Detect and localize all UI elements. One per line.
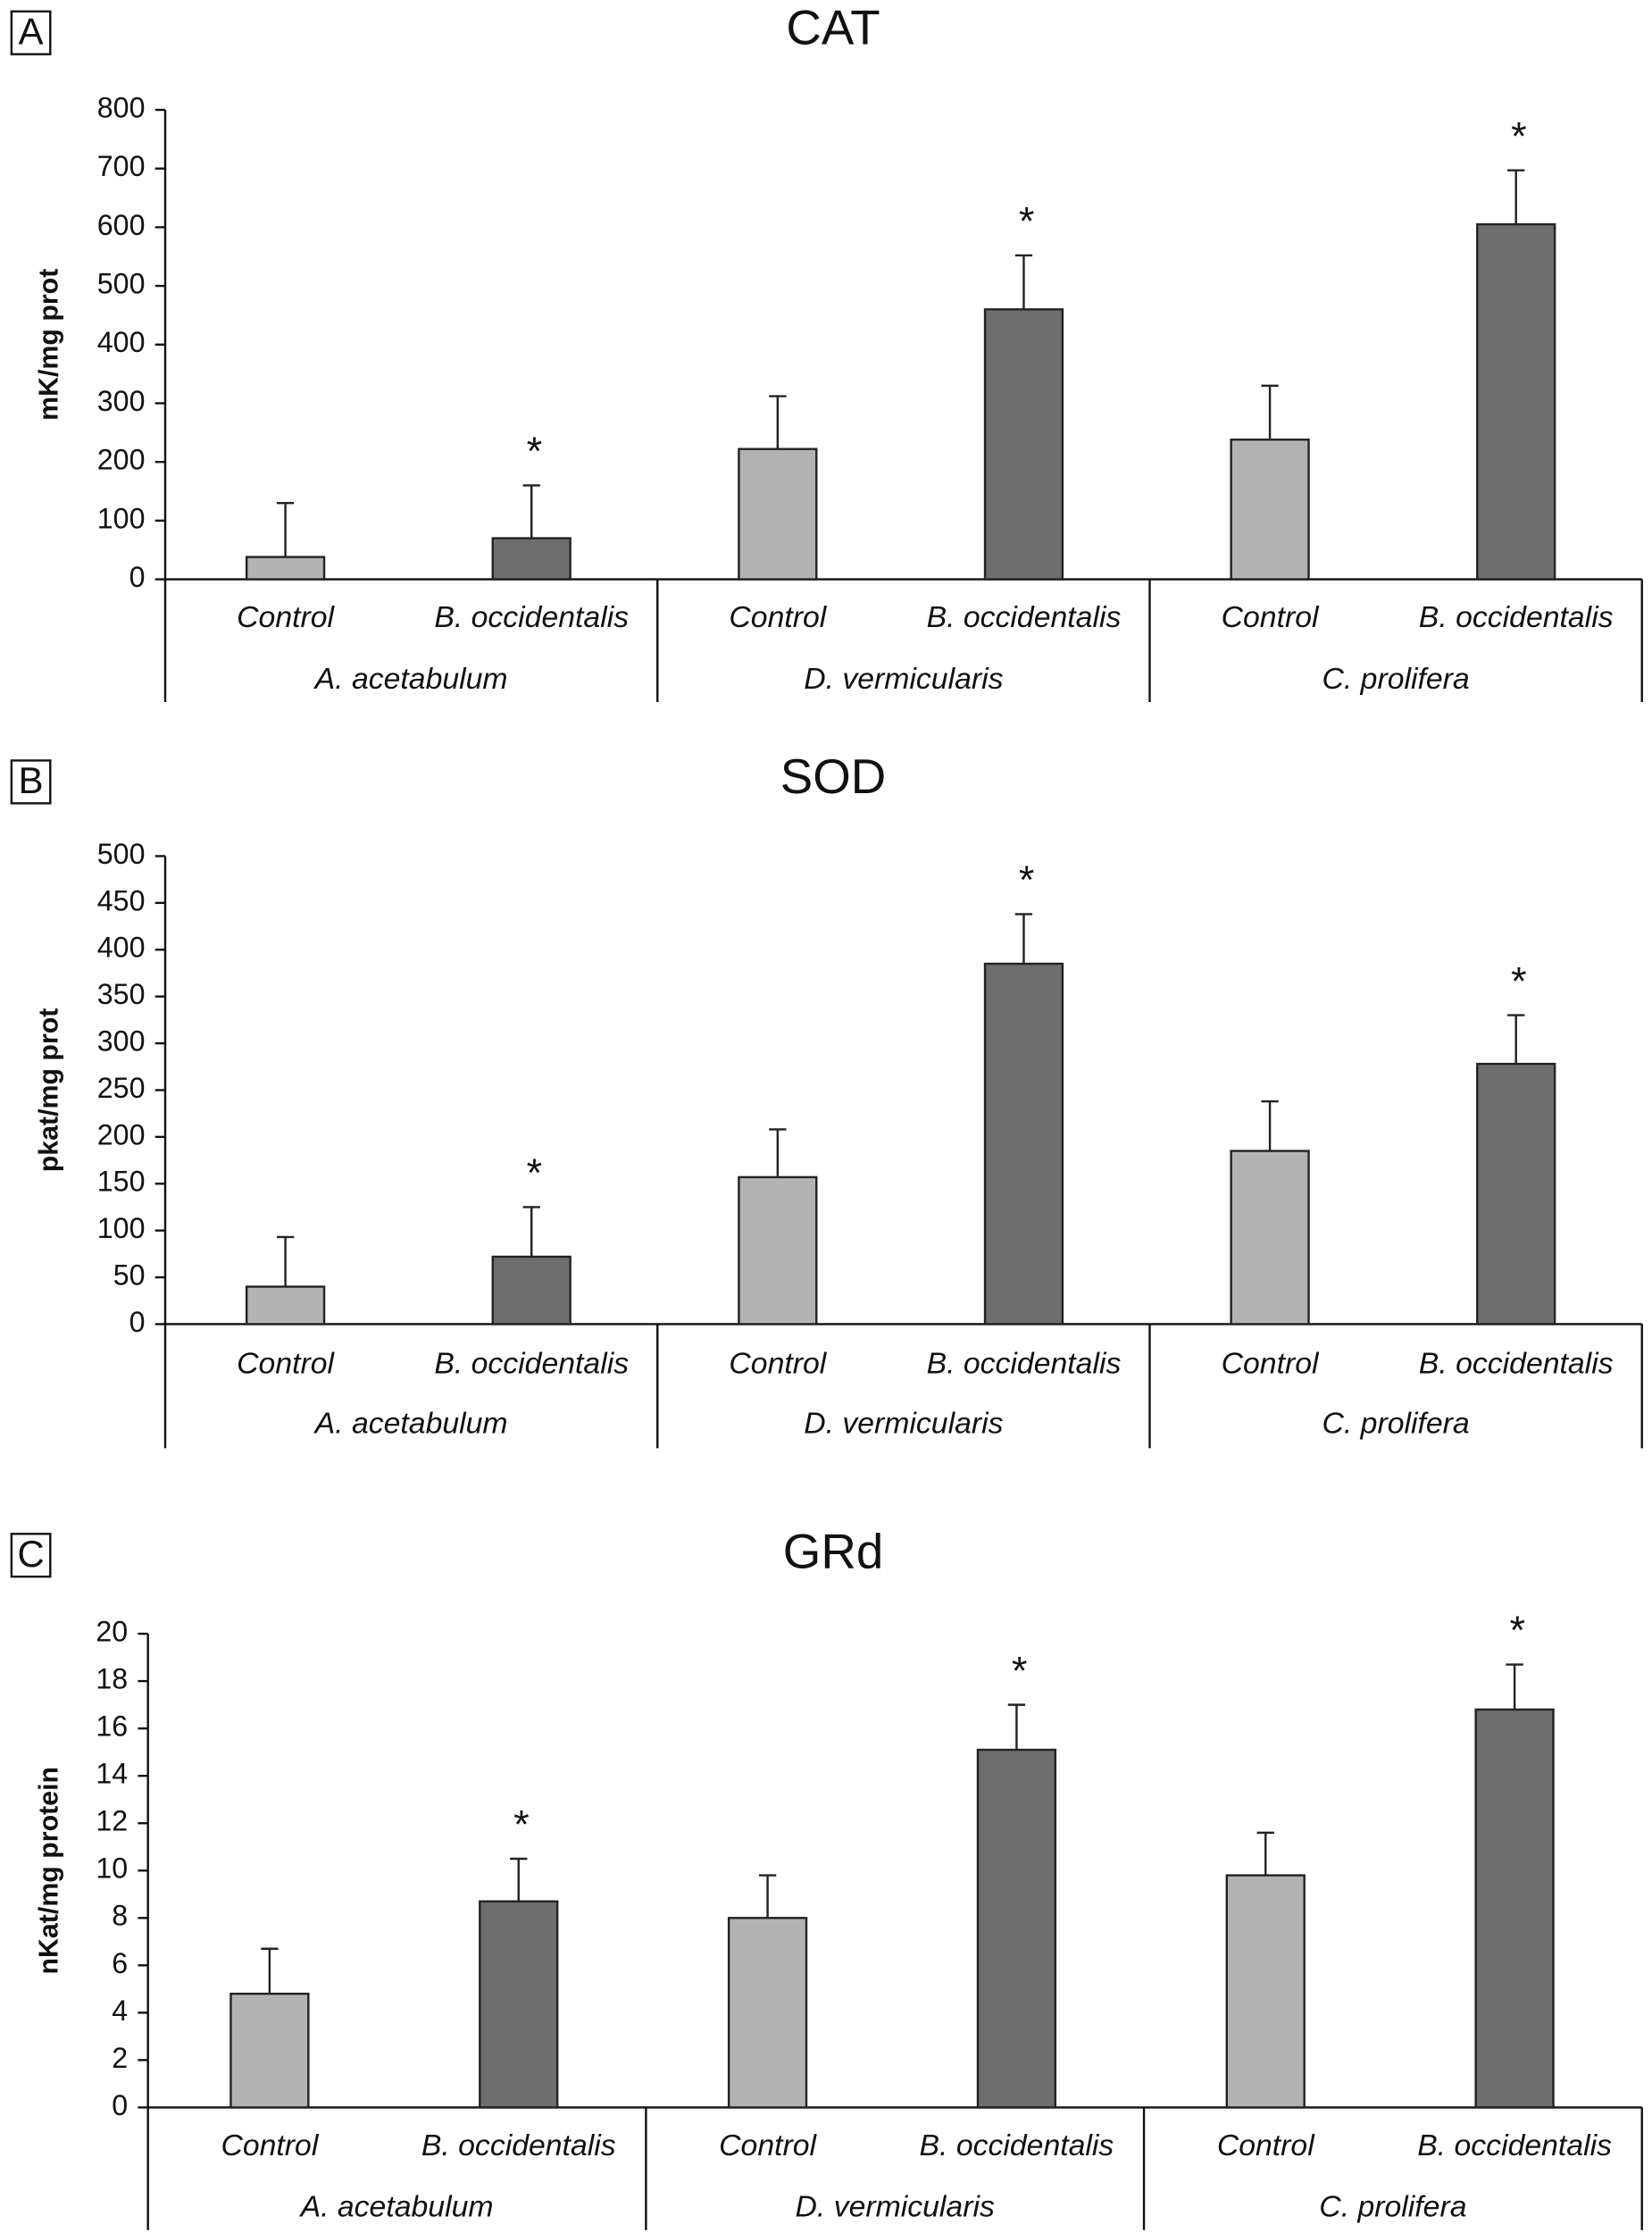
significance-star: * [527, 428, 543, 473]
x-tick-label: Control [729, 1348, 827, 1381]
bar [983, 308, 1064, 581]
group-label: A. acetabulum [313, 663, 508, 696]
y-tick-label: 400 [97, 932, 146, 964]
significance-star: * [527, 1150, 543, 1195]
y-tick-label: 8 [112, 1900, 128, 1932]
y-axis-label: mK/mg prot [33, 269, 63, 421]
bar [727, 1917, 808, 2109]
bar [491, 1255, 572, 1326]
group-label: C. prolifera [1322, 663, 1470, 696]
bar [1476, 222, 1556, 581]
chart-title: GRd [783, 1525, 883, 1579]
bar [1230, 439, 1310, 581]
y-tick-label: 100 [97, 1212, 146, 1244]
significance-star: * [1019, 198, 1035, 244]
x-tick-label: Control [1222, 601, 1320, 634]
significance-star: * [1511, 958, 1527, 1003]
y-tick-label: 4 [112, 1995, 128, 2027]
x-tick-label: Control [221, 2129, 319, 2162]
bar [1230, 1150, 1310, 1326]
y-tick-label: 350 [97, 978, 146, 1010]
significance-star: * [1019, 857, 1035, 902]
panel-letter: C [17, 1533, 44, 1575]
y-tick-label: 10 [96, 1852, 128, 1885]
y-tick-label: 250 [97, 1072, 146, 1104]
x-tick-label: Control [1222, 1348, 1320, 1381]
bar [479, 1900, 559, 2109]
bar [245, 556, 326, 581]
x-tick-label: B. occidentalis [1419, 601, 1614, 634]
significance-star: * [1510, 1607, 1526, 1652]
x-tick-label: B. occidentalis [1419, 1348, 1614, 1381]
y-tick-label: 6 [112, 1947, 128, 1979]
bar [1225, 1874, 1306, 2109]
y-tick-label: 0 [129, 561, 146, 593]
y-tick-label: 12 [96, 1805, 128, 1837]
y-tick-label: 200 [97, 1118, 146, 1150]
y-tick-label: 400 [97, 326, 146, 358]
x-tick-label: B. occidentalis [920, 2129, 1114, 2162]
significance-star: * [1511, 113, 1527, 158]
bar [1474, 1708, 1555, 2109]
x-tick-label: B. occidentalis [927, 601, 1122, 634]
y-tick-label: 700 [97, 150, 146, 182]
bar [976, 1748, 1057, 2109]
bar [229, 1992, 310, 2109]
y-tick-label: 450 [97, 884, 146, 916]
x-tick-label: Control [1217, 2129, 1315, 2162]
group-label: D. vermicularis [804, 663, 1003, 696]
y-tick-label: 300 [97, 385, 146, 417]
x-tick-label: Control [237, 601, 335, 634]
x-tick-label: Control [237, 1348, 335, 1381]
y-tick-label: 300 [97, 1025, 146, 1058]
panel-letter: B [19, 759, 44, 801]
group-label: D. vermicularis [796, 2191, 995, 2224]
y-tick-label: 14 [96, 1758, 128, 1790]
y-tick-label: 2 [112, 2042, 128, 2074]
bar [738, 1175, 818, 1326]
x-tick-label: B. occidentalis [434, 1348, 629, 1381]
bar [245, 1285, 326, 1326]
panel-letter: A [19, 10, 44, 52]
x-tick-label: B. occidentalis [927, 1348, 1122, 1381]
bar [738, 447, 818, 581]
y-tick-label: 100 [97, 502, 146, 534]
group-label: D. vermicularis [804, 1408, 1003, 1441]
y-tick-label: 20 [96, 1616, 128, 1648]
significance-star: * [513, 1802, 530, 1847]
group-label: C. prolifera [1322, 1408, 1470, 1441]
chart-title: CAT [786, 1, 880, 55]
significance-star: * [1012, 1647, 1028, 1693]
y-tick-label: 800 [97, 92, 146, 124]
x-tick-label: Control [729, 601, 827, 634]
x-tick-label: B. occidentalis [434, 601, 629, 634]
bar [491, 537, 572, 581]
y-tick-label: 200 [97, 444, 146, 476]
y-tick-label: 0 [112, 2089, 128, 2121]
y-tick-label: 50 [113, 1259, 146, 1292]
bar [983, 962, 1064, 1326]
group-label: A. acetabulum [313, 1408, 508, 1441]
x-tick-label: B. occidentalis [1417, 2129, 1612, 2162]
panel-box [10, 10, 52, 55]
panel-box [10, 759, 52, 805]
group-label: A. acetabulum [299, 2191, 494, 2224]
y-axis-label: nKat/mg protein [33, 1767, 63, 1975]
y-tick-label: 600 [97, 209, 146, 241]
y-tick-label: 18 [96, 1663, 128, 1695]
y-tick-label: 150 [97, 1166, 146, 1198]
y-tick-label: 500 [97, 268, 146, 300]
y-tick-label: 0 [129, 1306, 146, 1338]
y-tick-label: 16 [96, 1710, 128, 1743]
y-tick-label: 500 [97, 838, 146, 870]
y-axis-label: pkat/mg prot [33, 1008, 63, 1173]
group-label: C. prolifera [1319, 2191, 1466, 2224]
chart-title: SOD [780, 749, 887, 804]
panel-box [10, 1533, 52, 1578]
x-tick-label: Control [719, 2129, 817, 2162]
bar [1476, 1062, 1556, 1326]
x-tick-label: B. occidentalis [421, 2129, 616, 2162]
